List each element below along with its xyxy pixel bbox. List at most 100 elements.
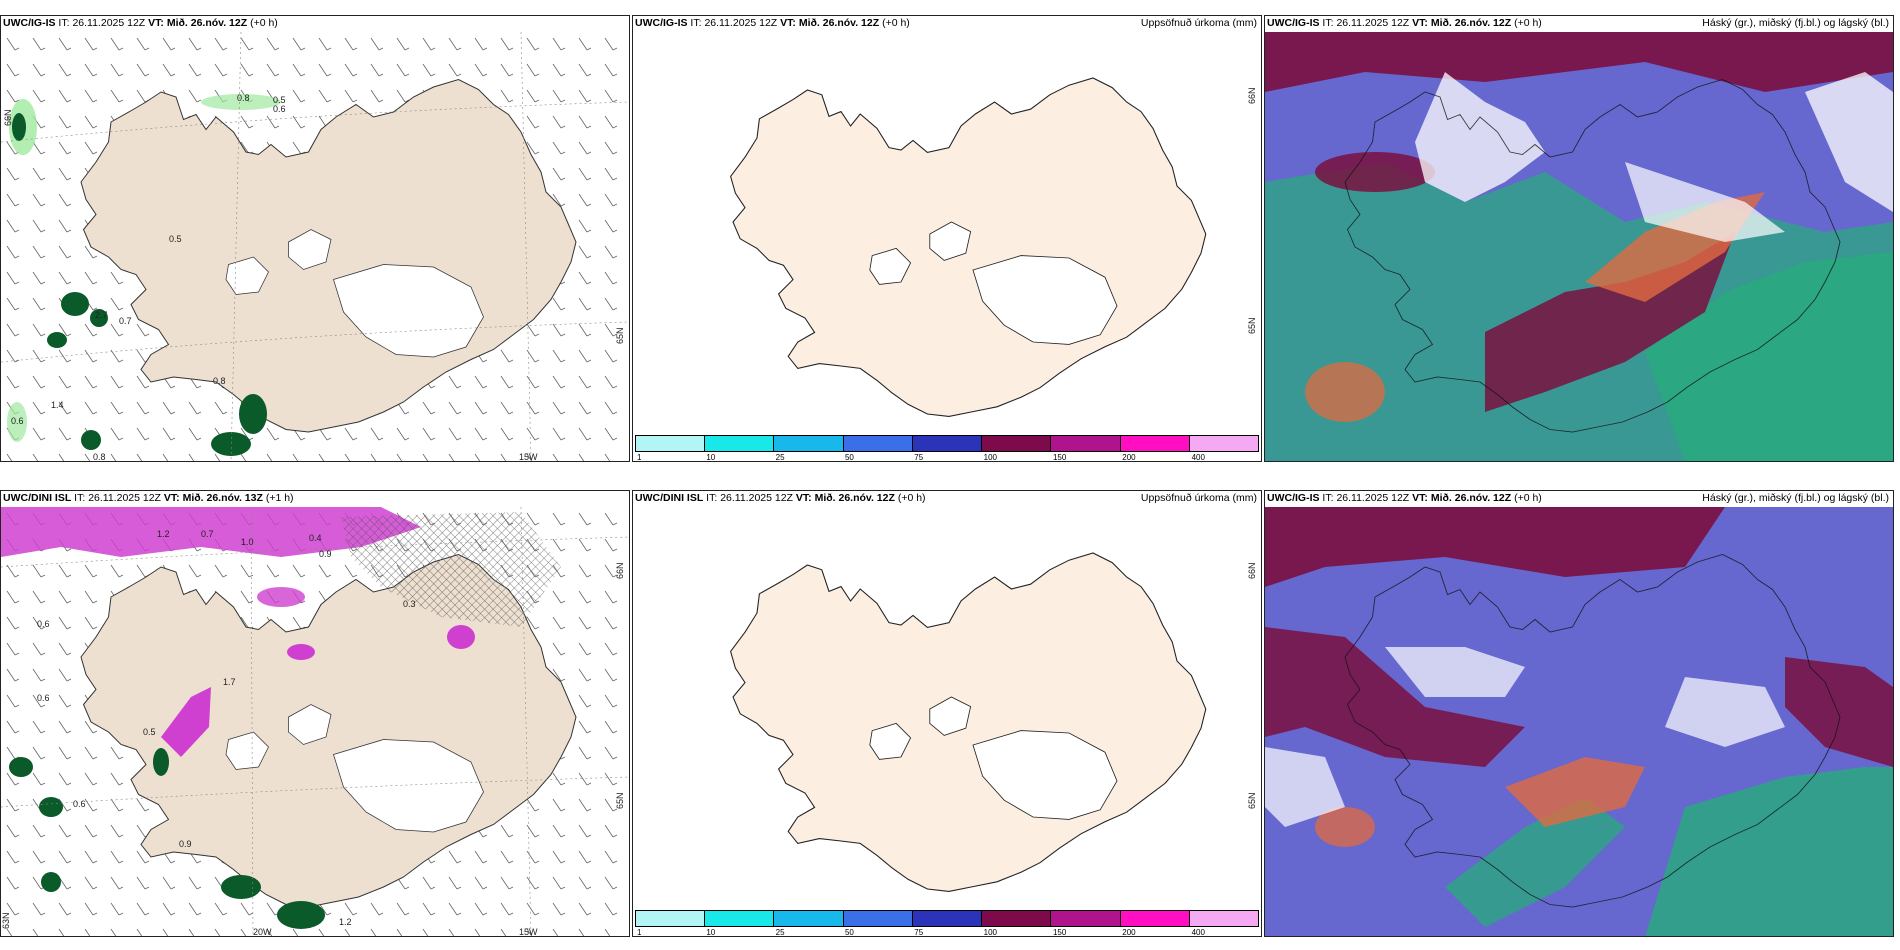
svg-text:63N: 63N (1, 912, 11, 929)
svg-text:65N: 65N (615, 792, 625, 809)
svg-text:1.7: 1.7 (223, 677, 236, 687)
map-accum-precip[interactable]: 66N 65N (633, 32, 1261, 461)
colorbar-cell (636, 436, 706, 451)
colorbar-cell (982, 436, 1052, 451)
svg-text:1.2: 1.2 (339, 917, 352, 927)
colorbar-cell (843, 911, 913, 926)
panel-wind-precip-dini[interactable]: UWC/DINI ISL IT: 26.11.2025 12Z VT: Mið.… (0, 490, 630, 937)
colorbar-cell (636, 911, 706, 926)
colorbar-cell (774, 436, 844, 451)
svg-text:66N: 66N (3, 109, 13, 126)
colorbar-tick: 1 (637, 453, 642, 462)
svg-text:0.5: 0.5 (273, 95, 286, 105)
colorbar-tick: 75 (914, 453, 924, 462)
panel-header: UWC/DINI ISL IT: 26.11.2025 12Z VT: Mið.… (635, 492, 926, 504)
precip-areas (7, 94, 281, 456)
svg-text:0.8: 0.8 (213, 376, 226, 386)
svg-text:0.6: 0.6 (11, 416, 24, 426)
colorbar-tick: 1 (637, 928, 642, 937)
panel-field-title: Háský (gr.), miðský (fj.bl.) og lágský (… (1702, 492, 1889, 504)
lat-label: 65N (1247, 792, 1257, 809)
cloud-layers (1265, 32, 1893, 461)
colorbar-tick: 200 (1122, 453, 1136, 462)
svg-text:0.6: 0.6 (37, 619, 50, 629)
colorbar-cell (843, 436, 913, 451)
colorbar-cell (982, 911, 1052, 926)
precip-areas (1, 507, 561, 929)
value-labels: 1.2 0.7 1.0 0.4 0.9 0.6 1.7 0.6 0.5 0.9 … (1, 529, 625, 937)
map-wind-precip[interactable]: 0.8 0.5 0.6 0.5 2.7 0.7 0.8 1.4 0.6 0.8 … (1, 32, 629, 462)
panel-header: UWC/IG-IS IT: 26.11.2025 12Z VT: Mið. 26… (1267, 492, 1542, 504)
colorbar-tick: 400 (1191, 453, 1205, 462)
map-accum-precip[interactable]: 66N 65N (633, 507, 1261, 936)
lat-label: 66N (1247, 562, 1257, 579)
svg-text:0.4: 0.4 (309, 533, 322, 543)
colorbar-cell (1189, 436, 1258, 451)
colorbar-cell (912, 911, 983, 926)
svg-text:1.4: 1.4 (51, 400, 64, 410)
colorbar-tick: 200 (1122, 928, 1136, 937)
svg-text:0.5: 0.5 (169, 234, 182, 244)
panel-field-title: Uppsöfnuð úrkoma (mm) (1140, 492, 1257, 504)
panel-field-title: Uppsöfnuð úrkoma (mm) (1140, 17, 1257, 29)
svg-text:0.6: 0.6 (273, 104, 286, 114)
colorbar-cell (1189, 911, 1258, 926)
colorbar-cell (705, 436, 775, 451)
svg-text:2.7: 2.7 (95, 310, 108, 320)
panel-wind-precip-igis[interactable]: UWC/IG-IS IT: 26.11.2025 12Z VT: Mið. 26… (0, 15, 630, 462)
precip-colorbar: 1 10 25 50 75 100 150 200 400 (633, 433, 1261, 461)
svg-text:0.8: 0.8 (93, 452, 106, 462)
colorbar-tick: 25 (775, 928, 785, 937)
colorbar-tick: 10 (706, 928, 716, 937)
svg-text:66N: 66N (615, 562, 625, 579)
colorbar-tick: 100 (983, 928, 997, 937)
value-labels: 0.8 0.5 0.6 0.5 2.7 0.7 0.8 1.4 0.6 0.8 … (3, 93, 625, 462)
map-wind-precip[interactable]: 1.2 0.7 1.0 0.4 0.9 0.6 1.7 0.6 0.5 0.9 … (1, 507, 629, 937)
colorbar-tick: 25 (775, 453, 785, 462)
svg-text:0.5: 0.5 (143, 727, 156, 737)
colorbar-tick: 400 (1191, 928, 1205, 937)
svg-text:0.7: 0.7 (119, 316, 132, 326)
svg-text:15W: 15W (519, 927, 538, 937)
colorbar-tick: 100 (983, 453, 997, 462)
svg-text:1.2: 1.2 (157, 529, 170, 539)
panel-header: UWC/IG-IS IT: 26.11.2025 12Z VT: Mið. 26… (3, 17, 278, 29)
panel-cloud-cover-dini[interactable]: UWC/IG-IS IT: 26.11.2025 12Z VT: Mið. 26… (1264, 490, 1894, 937)
colorbar-tick: 75 (914, 928, 924, 937)
panel-cloud-cover-igis[interactable]: UWC/IG-IS IT: 26.11.2025 12Z VT: Mið. 26… (1264, 15, 1894, 462)
svg-text:0.7: 0.7 (201, 529, 214, 539)
panel-header: UWC/DINI ISL IT: 26.11.2025 12Z VT: Mið.… (3, 492, 294, 504)
colorbar-tick: 150 (1052, 453, 1067, 462)
svg-text:0.8: 0.8 (237, 93, 250, 103)
svg-text:0.9: 0.9 (319, 549, 332, 559)
colorbar-cell (1120, 911, 1190, 926)
svg-text:0.6: 0.6 (37, 693, 50, 703)
map-cloud-cover[interactable] (1265, 507, 1893, 936)
svg-text:0.3: 0.3 (403, 599, 416, 609)
svg-text:20W: 20W (253, 927, 272, 937)
panel-accum-precip-igis[interactable]: UWC/IG-IS IT: 26.11.2025 12Z VT: Mið. 26… (632, 15, 1262, 462)
panel-accum-precip-dini[interactable]: UWC/DINI ISL IT: 26.11.2025 12Z VT: Mið.… (632, 490, 1262, 937)
svg-text:0.6: 0.6 (73, 799, 86, 809)
gridlines (1, 507, 629, 936)
colorbar-cell (705, 911, 775, 926)
colorbar-cell (912, 436, 983, 451)
svg-text:0.9: 0.9 (179, 839, 192, 849)
precip-colorbar: 1 10 25 50 75 100 150 200 400 (633, 908, 1261, 936)
colorbar-cell (774, 911, 844, 926)
lat-label: 66N (1247, 87, 1257, 104)
colorbar-cell (1051, 911, 1121, 926)
colorbar-tick: 10 (706, 453, 716, 462)
colorbar-cell (1051, 436, 1121, 451)
map-cloud-cover[interactable] (1265, 32, 1893, 461)
lat-label: 65N (1247, 317, 1257, 334)
panel-field-title: Háský (gr.), miðský (fj.bl.) og lágský (… (1702, 17, 1889, 29)
colorbar-tick: 50 (844, 928, 854, 937)
colorbar-cell (1120, 436, 1190, 451)
panel-header: UWC/IG-IS IT: 26.11.2025 12Z VT: Mið. 26… (635, 17, 910, 29)
colorbar-tick: 50 (844, 453, 854, 462)
panel-header: UWC/IG-IS IT: 26.11.2025 12Z VT: Mið. 26… (1267, 17, 1542, 29)
svg-text:1.0: 1.0 (241, 537, 254, 547)
cloud-layers (1265, 507, 1893, 936)
gridlines (1, 32, 629, 461)
